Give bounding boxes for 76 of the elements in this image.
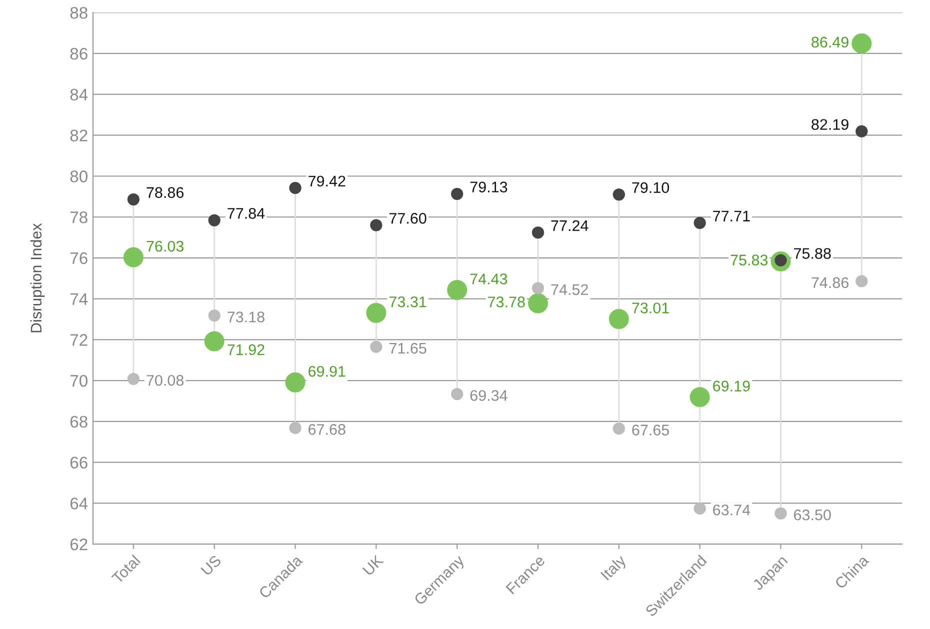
y-tick-label: 62	[70, 538, 88, 550]
data-label: 79.10	[632, 182, 670, 194]
point	[852, 33, 872, 54]
data-label: 69.91	[308, 366, 346, 377]
point	[123, 247, 144, 268]
point	[208, 214, 220, 226]
point	[694, 502, 706, 515]
point	[856, 125, 868, 138]
point	[127, 193, 140, 206]
data-label: 69.19	[713, 380, 750, 392]
data-label: 79.42	[308, 176, 346, 187]
y-tick-label: 86	[70, 48, 88, 60]
data-label: 79.13	[470, 182, 508, 192]
data-label: 75.88	[794, 248, 831, 259]
point	[127, 372, 140, 385]
point	[612, 188, 625, 201]
data-label: 73.78	[488, 296, 525, 308]
point	[370, 219, 382, 232]
y-tick-label: 88	[70, 6, 88, 19]
data-label: 71.92	[228, 344, 264, 356]
data-label: 76.03	[146, 240, 184, 252]
y-tick-label: 76	[70, 252, 88, 264]
y-tick-label: 82	[70, 130, 88, 142]
y-tick-label: 78	[70, 211, 88, 224]
x-tick-label: UK	[362, 554, 384, 576]
data-label: 74.43	[470, 274, 508, 284]
point	[856, 275, 868, 288]
x-tick-label: US	[200, 554, 222, 576]
point	[612, 422, 625, 435]
point	[694, 216, 706, 230]
point	[451, 188, 464, 200]
point	[532, 282, 544, 294]
data-label: 77.84	[228, 208, 265, 219]
data-label: 74.86	[812, 277, 848, 288]
data-label: 71.65	[389, 342, 426, 354]
x-tick-label: Italy	[600, 554, 629, 583]
point	[774, 507, 787, 520]
y-tick-label: 68	[70, 416, 88, 428]
data-label: 86.49	[812, 36, 848, 48]
data-label: 82.19	[812, 119, 848, 130]
y-tick-label: 84	[70, 88, 88, 101]
point	[289, 422, 302, 434]
data-label: 78.86	[146, 187, 184, 198]
data-label: 77.71	[713, 210, 750, 222]
point	[690, 387, 710, 408]
point	[447, 280, 468, 300]
data-label: 70.08	[146, 374, 184, 386]
y-tick-label: 66	[70, 456, 88, 469]
point	[204, 331, 224, 352]
point	[208, 309, 220, 322]
data-label: 73.01	[632, 302, 669, 314]
point	[528, 293, 548, 314]
y-tick-label: 70	[70, 374, 88, 387]
data-label: 67.68	[308, 424, 346, 435]
point	[366, 302, 386, 323]
data-label: 73.18	[228, 312, 264, 322]
data-label: 77.24	[551, 220, 588, 231]
point	[370, 340, 382, 353]
data-label: 63.50	[794, 509, 831, 520]
data-label: 67.65	[632, 424, 670, 436]
y-axis-title: Disruption Index	[30, 223, 45, 332]
data-label: 73.31	[389, 296, 426, 308]
data-label: 63.74	[713, 504, 750, 516]
y-tick-label: 64	[70, 498, 88, 510]
data-label: 75.83	[730, 254, 768, 266]
point	[285, 372, 306, 392]
point	[532, 226, 544, 239]
data-label: 74.52	[551, 284, 588, 296]
point	[608, 309, 629, 330]
y-tick-label: 74	[70, 293, 88, 305]
point	[289, 182, 302, 194]
data-label: 77.60	[389, 212, 426, 224]
data-label: 69.34	[470, 390, 508, 401]
point	[451, 388, 464, 400]
y-tick-label: 80	[70, 170, 88, 182]
y-tick-label: 72	[70, 334, 88, 346]
